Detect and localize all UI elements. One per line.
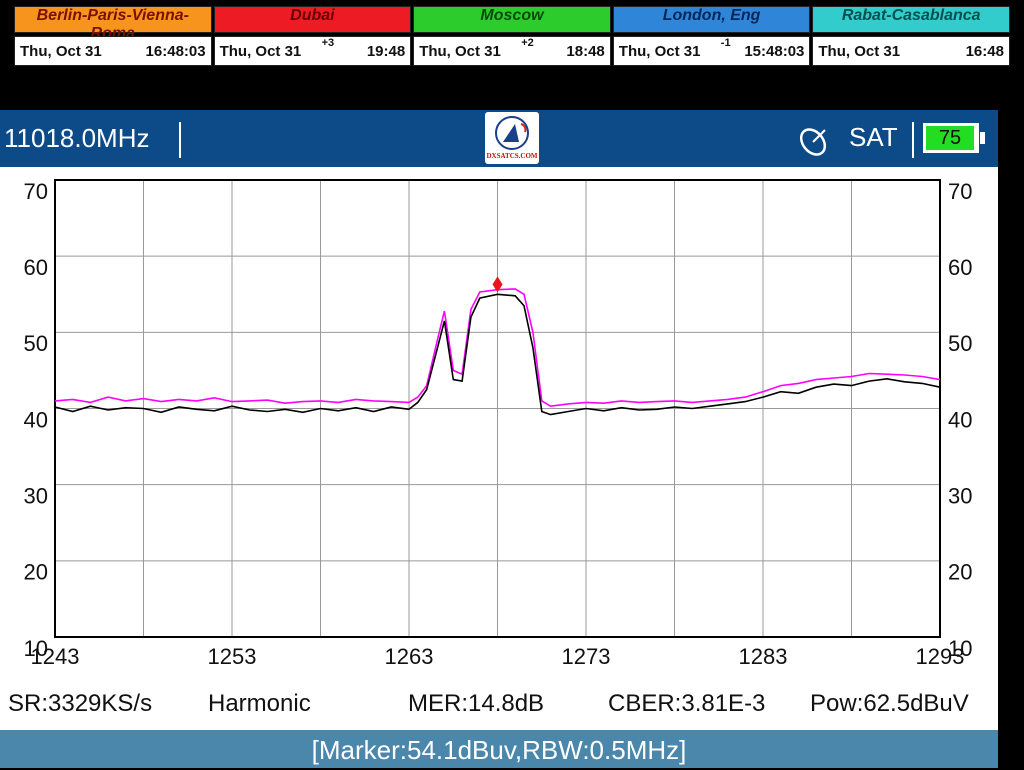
y-tick-label: 50 [24, 331, 48, 356]
y-tick-label: 10 [24, 636, 48, 661]
city-name: Rabat-Casablanca [812, 6, 1010, 33]
city-name: Moscow [413, 6, 611, 33]
chart-background [0, 167, 998, 730]
utc-offset: -1 [720, 37, 731, 49]
time: 15:48:03 [744, 43, 805, 60]
y-tick-label-right: 20 [948, 560, 972, 585]
utc-offset: +2 [521, 37, 534, 49]
date: Thu, Oct 31 [419, 43, 501, 60]
status-item: MER:14.8dB [408, 690, 545, 717]
header-bar: 11018.0MHz DXSATCS.COM SAT 75 [0, 110, 998, 167]
city-name: Dubai [213, 6, 412, 33]
y-tick-label-right: 60 [948, 255, 972, 280]
world-clocks: Berlin-Paris-Vienna-Roma Thu, Oct 31 16:48… [14, 6, 1010, 68]
city-name: Berlin-Paris-Vienna-Roma [14, 6, 212, 42]
time: 19:48 [366, 43, 406, 60]
clock-time-row: Thu, Oct 31 16:48:03 [14, 36, 212, 66]
x-tick-label: 1243 [31, 644, 80, 669]
x-tick-label: 1293 [916, 644, 965, 669]
trace [54, 288, 941, 408]
y-tick-label: 60 [24, 255, 48, 280]
time: 16:48:03 [145, 43, 206, 60]
logo-icon [495, 116, 529, 150]
trace [54, 293, 941, 416]
plot-border [54, 179, 941, 638]
separator [912, 122, 914, 158]
spectrum-chart: 10 10 20 20 30 30 40 40 50 50 60 60 70 70 1243 1253 1263… [0, 167, 998, 730]
y-tick-label-right: 30 [948, 483, 972, 508]
clock: Rabat-Casablanca Thu, Oct 31 16:48 [812, 6, 1010, 68]
battery-tip [980, 132, 985, 144]
y-tick-label-right: 40 [948, 407, 972, 432]
clock-time-row: Thu, Oct 31 +3 19:48 [213, 36, 412, 66]
time: 18:48 [566, 43, 605, 60]
mode: SAT [849, 122, 898, 152]
marker-bar: [Marker:54.1dBuv,RBW:0.5MHz] [0, 730, 998, 768]
clock: Dubai Thu, Oct 31 +3 19:48 [213, 6, 412, 68]
utc-offset: +3 [321, 37, 335, 49]
logo-text: DXSATCS.COM [486, 152, 538, 160]
x-tick-label: 1273 [562, 644, 611, 669]
status-item: CBER:3.81E-3 [608, 690, 766, 717]
frequency: 11018.0MHz [4, 123, 150, 153]
status-item: Pow:62.5dBuV [810, 690, 969, 717]
status-item: SR:3329KS/s [8, 690, 153, 717]
time: 16:48 [965, 43, 1004, 60]
clock: Berlin-Paris-Vienna-Roma Thu, Oct 31 16:48… [14, 6, 212, 68]
marker [492, 276, 503, 293]
date: Thu, Oct 31 [219, 43, 302, 60]
status-item: Harmonic [208, 690, 311, 717]
x-tick-label: 1263 [385, 644, 434, 669]
clock: Moscow Thu, Oct 31 +2 18:48 [413, 6, 611, 68]
battery-level: 75 [926, 126, 974, 150]
clock-time-row: Thu, Oct 31 +2 18:48 [413, 36, 611, 66]
y-tick-label-right: 10 [948, 636, 972, 661]
y-tick-label: 30 [24, 483, 48, 508]
x-tick-label: 1253 [208, 644, 257, 669]
battery: 75 [923, 123, 985, 153]
y-tick-label-right: 50 [948, 331, 972, 356]
separator [179, 122, 181, 158]
satellite-icon [799, 128, 827, 156]
date: Thu, Oct 31 [818, 43, 901, 60]
clock-time-row: Thu, Oct 31 -1 15:48:03 [612, 36, 811, 66]
y-tick-label: 20 [24, 560, 48, 585]
clock-time-row: Thu, Oct 31 16:48 [812, 36, 1010, 66]
date: Thu, Oct 31 [20, 43, 102, 60]
y-tick-label-right: 70 [948, 179, 972, 204]
city-name: London, Eng [612, 6, 811, 33]
y-tick-label: 40 [24, 407, 48, 432]
logo: DXSATCS.COM [485, 112, 539, 164]
date: Thu, Oct 31 [618, 43, 701, 60]
y-tick-label: 70 [24, 179, 48, 204]
x-tick-label: 1283 [739, 644, 788, 669]
clock: London, Eng Thu, Oct 31 -1 15:48:03 [612, 6, 811, 68]
